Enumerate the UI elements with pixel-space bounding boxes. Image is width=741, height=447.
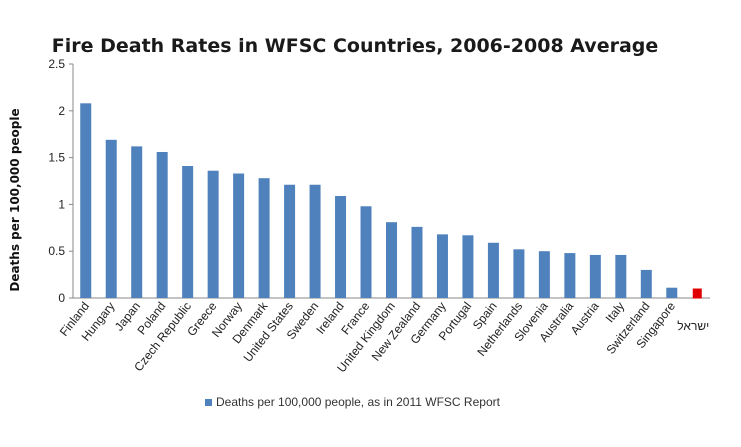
bar: [564, 253, 576, 298]
legend-swatch: [205, 399, 212, 406]
y-tick-label: 1.5: [48, 151, 65, 165]
y-axis-label: Deaths per 100,000 people: [8, 108, 22, 291]
bar: [615, 254, 627, 298]
bar: [131, 146, 143, 298]
y-tick-label: 0: [58, 291, 65, 305]
y-tick-label: 0.5: [48, 244, 65, 258]
y-tick-label: 2: [58, 104, 65, 118]
bar: [360, 206, 372, 298]
category-label: ישראל: [677, 319, 709, 333]
bar-highlight: [692, 288, 702, 299]
y-tick-label: 1: [58, 197, 65, 211]
chart-title: Fire Death Rates in WFSC Countries, 2006…: [52, 35, 659, 57]
bar: [513, 249, 525, 298]
bar: [335, 195, 347, 298]
category-label: Austria: [568, 299, 602, 337]
bar: [386, 222, 397, 298]
bar: [233, 173, 245, 298]
y-tick-label: 2.5: [48, 57, 65, 71]
bar: [258, 178, 270, 298]
bar: [156, 151, 168, 298]
bar: [462, 235, 474, 298]
bar: [182, 166, 194, 298]
bar: [640, 269, 652, 298]
bar: [80, 103, 92, 298]
legend-label: Deaths per 100,000 people, as in 2011 WF…: [216, 395, 501, 409]
bar: [589, 254, 601, 298]
bar: [207, 170, 219, 298]
plot-area: 00.511.522.5FinlandHungaryJapanPolandCze…: [48, 57, 710, 375]
bar: [284, 184, 296, 298]
bar: [538, 251, 550, 298]
legend: Deaths per 100,000 people, as in 2011 WF…: [205, 395, 501, 409]
bar: [309, 184, 321, 298]
bar: [436, 234, 448, 298]
bar: [666, 287, 678, 298]
bar: [105, 139, 117, 298]
bar: [411, 226, 423, 298]
bar: [487, 242, 499, 298]
